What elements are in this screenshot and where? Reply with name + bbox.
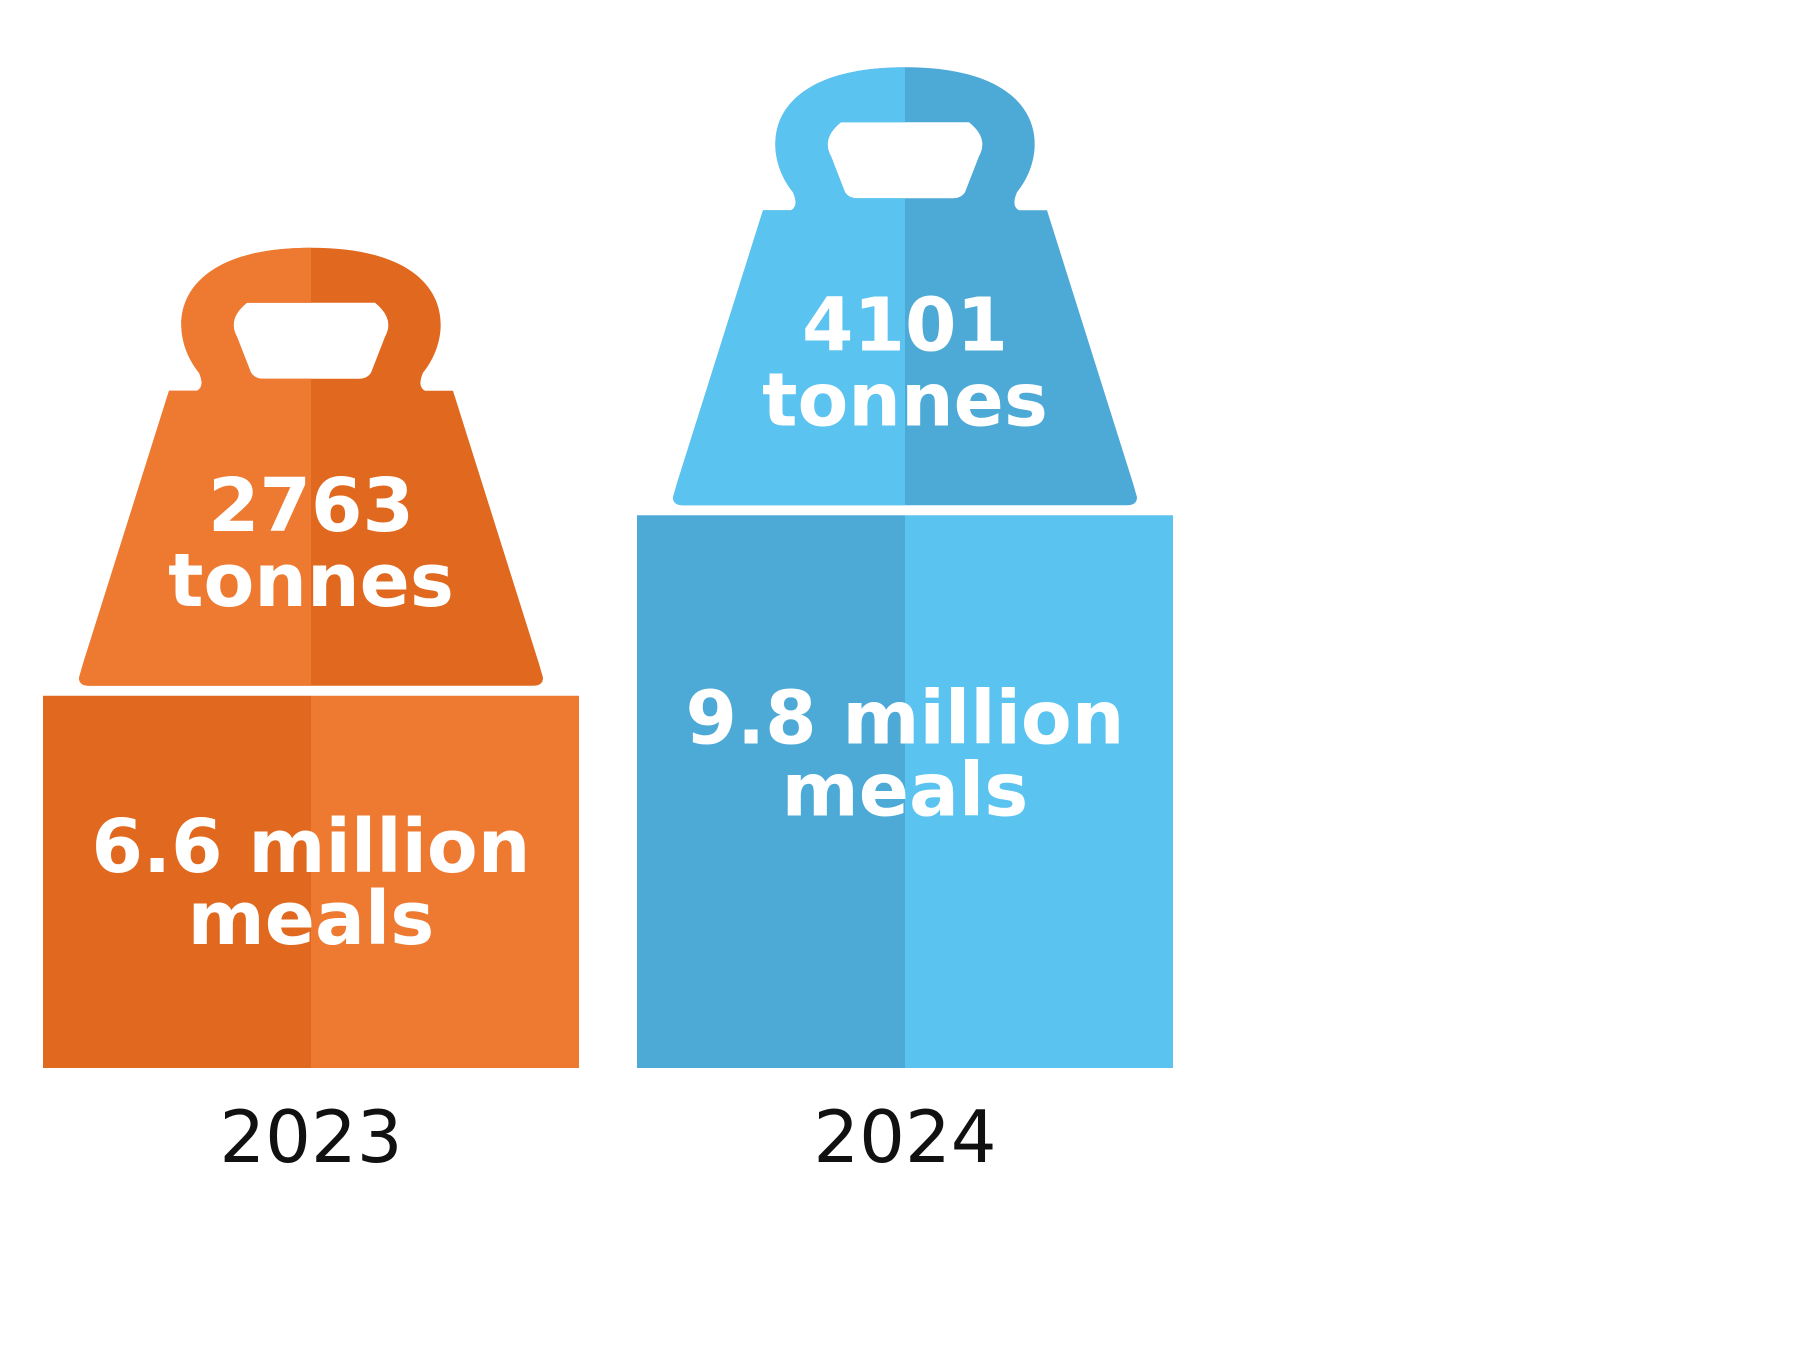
meals-unit-label-2023: meals xyxy=(188,876,435,962)
year-label-2023: 2023 xyxy=(219,1095,402,1179)
weight-shape-2023 xyxy=(79,247,543,686)
meals-bar-2024-left xyxy=(637,515,905,1068)
meals-bar-2023-left xyxy=(43,695,311,1068)
weight-value-label-2023: 2763 xyxy=(208,463,414,549)
weight-shape-2024 xyxy=(673,67,1137,506)
year-label-2024: 2024 xyxy=(813,1095,996,1179)
weight-value-label-2024: 4101 xyxy=(802,282,1008,368)
meals-bar-2024-right xyxy=(905,515,1173,1068)
meals-value-label-2024: 9.8 million xyxy=(686,675,1125,761)
weight-unit-label-2024: tonnes xyxy=(762,357,1048,443)
meals-unit-label-2024: meals xyxy=(782,747,1029,833)
weight-unit-label-2023: tonnes xyxy=(168,538,454,624)
meals-value-label-2023: 6.6 million xyxy=(92,804,531,890)
meals-bar-2023-right xyxy=(311,695,579,1068)
